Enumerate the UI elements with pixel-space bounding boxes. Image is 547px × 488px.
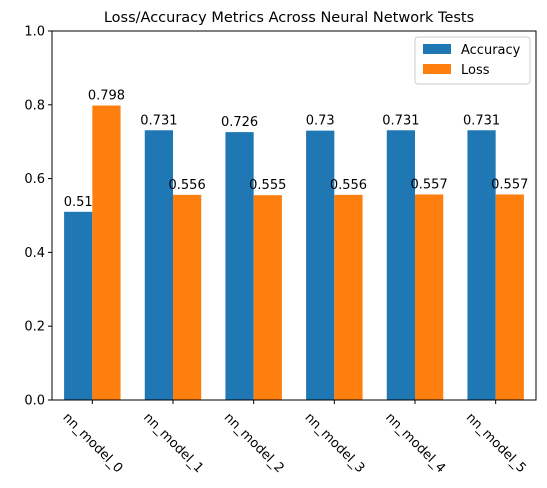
bar-accuracy-nn_model_3 bbox=[306, 130, 335, 400]
bar-loss-nn_model_2 bbox=[253, 195, 282, 400]
bar-loss-nn_model_5 bbox=[495, 194, 524, 400]
x-tick-label-nn_model_5: nn_model_5 bbox=[463, 410, 529, 476]
data-label-accuracy-nn_model_5: 0.731 bbox=[463, 113, 500, 128]
bar-accuracy-nn_model_2 bbox=[225, 132, 254, 401]
x-tick-label-nn_model_2: nn_model_2 bbox=[221, 410, 287, 476]
bar-loss-nn_model_3 bbox=[334, 194, 363, 400]
x-tick-label-nn_model_3: nn_model_3 bbox=[302, 410, 368, 476]
data-label-accuracy-nn_model_3: 0.73 bbox=[306, 114, 335, 129]
bar-loss-nn_model_0 bbox=[92, 105, 121, 400]
data-label-loss-nn_model_3: 0.556 bbox=[330, 178, 367, 193]
bar-loss-nn_model_1 bbox=[173, 194, 202, 400]
y-axis: 0.0 0.2 0.4 0.6 0.8 1.0 bbox=[24, 25, 52, 409]
bars-group bbox=[64, 105, 524, 401]
legend-label-loss: Loss bbox=[461, 63, 490, 78]
data-label-loss-nn_model_0: 0.798 bbox=[88, 89, 125, 104]
bar-accuracy-nn_model_4 bbox=[386, 130, 415, 400]
y-tick-label: 0.8 bbox=[24, 98, 45, 113]
chart-title: Loss/Accuracy Metrics Across Neural Netw… bbox=[104, 10, 474, 26]
data-label-loss-nn_model_4: 0.557 bbox=[411, 177, 448, 192]
legend: Accuracy Loss bbox=[414, 36, 531, 85]
y-tick-label: 1.0 bbox=[24, 25, 45, 40]
x-tick-label-nn_model_1: nn_model_1 bbox=[140, 410, 206, 476]
data-label-loss-nn_model_2: 0.555 bbox=[249, 178, 286, 193]
bar-accuracy-nn_model_1 bbox=[144, 130, 173, 400]
data-labels-group: 0.51 0.798 0.731 0.556 0.726 0.555 0.73 0.556 0.… bbox=[64, 89, 529, 210]
bar-loss-nn_model_4 bbox=[415, 194, 444, 400]
bar-accuracy-nn_model_0 bbox=[64, 211, 93, 400]
data-label-accuracy-nn_model_0: 0.51 bbox=[64, 195, 93, 210]
x-axis: nn_model_0 nn_model_1 nn_model_2 nn_model_3… bbox=[60, 400, 529, 476]
legend-swatch-loss bbox=[423, 64, 451, 74]
plot-frame bbox=[51, 30, 537, 401]
data-label-accuracy-nn_model_4: 0.731 bbox=[382, 113, 419, 128]
data-label-accuracy-nn_model_1: 0.731 bbox=[140, 113, 177, 128]
y-tick-label: 0.6 bbox=[24, 172, 45, 187]
bar-accuracy-nn_model_5 bbox=[467, 130, 496, 400]
legend-swatch-accuracy bbox=[423, 44, 451, 54]
x-tick-label-nn_model_0: nn_model_0 bbox=[60, 410, 126, 476]
data-label-loss-nn_model_1: 0.556 bbox=[169, 178, 206, 193]
x-tick-label-nn_model_4: nn_model_4 bbox=[382, 410, 448, 476]
data-label-accuracy-nn_model_2: 0.726 bbox=[221, 115, 258, 130]
y-tick-label: 0.0 bbox=[24, 394, 45, 409]
data-label-loss-nn_model_5: 0.557 bbox=[491, 177, 528, 192]
y-tick-label: 0.2 bbox=[24, 320, 45, 335]
legend-label-accuracy: Accuracy bbox=[461, 43, 521, 58]
y-tick-label: 0.4 bbox=[24, 246, 45, 261]
